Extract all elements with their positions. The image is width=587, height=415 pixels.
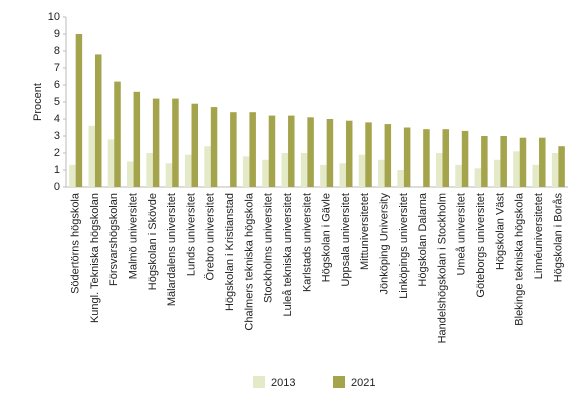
x-tick-label: Göteborgs universitet: [475, 193, 487, 298]
y-tick-label: 3: [54, 130, 60, 142]
y-tick-label: 5: [54, 96, 60, 108]
legend-label: 2013: [271, 377, 295, 389]
bar: [493, 159, 501, 187]
bar: [165, 163, 173, 187]
bar: [436, 153, 443, 187]
bar: [442, 129, 449, 187]
bar: [455, 164, 462, 187]
bar: [94, 54, 102, 188]
y-tick-label: 10: [48, 11, 60, 23]
bar: [249, 112, 256, 187]
bar: [423, 129, 430, 187]
bar: [210, 107, 218, 187]
x-tick-label: Högskolan Dalarna: [417, 192, 429, 286]
x-tick-label: Högskolan i Kristianstad: [224, 193, 236, 311]
x-tick-label: Luleå tekniska universitet: [282, 193, 294, 317]
bar: [500, 136, 507, 187]
bar: [345, 120, 353, 187]
x-tick-label: Södertörns högskola: [70, 192, 82, 294]
bar: [288, 115, 295, 187]
bar: [558, 146, 565, 187]
x-tick-label: Jönköping University: [378, 193, 390, 295]
y-tick-label: 1: [54, 164, 60, 176]
x-tick-label: Umeå universitet: [456, 193, 468, 276]
y-tick-label: 9: [54, 28, 60, 40]
x-tick-label: Högskolan i Borås: [552, 193, 564, 283]
x-tick-label: Stockholms universitet: [263, 193, 275, 303]
bar: [114, 81, 121, 187]
y-axis-label: Procent: [32, 83, 44, 121]
bar: [532, 164, 540, 187]
x-tick-label: Högskolan i Gävle: [321, 193, 333, 282]
bar: [88, 125, 95, 187]
x-tick-label: Mälardalens universitet: [166, 193, 178, 306]
bar: [539, 137, 546, 187]
x-tick-label: Lunds universitet: [185, 193, 197, 276]
x-tick-label: Chalmers tekniska högskola: [243, 192, 255, 330]
legend-swatch: [253, 376, 265, 388]
bar: [281, 153, 289, 187]
bar: [69, 164, 76, 187]
bar: [204, 146, 211, 187]
bar: [481, 136, 488, 187]
x-tick-label: Kungl. Tekniska högskolan: [89, 193, 101, 323]
bar: [320, 164, 327, 187]
bar: [365, 122, 372, 187]
bar: [191, 103, 198, 187]
x-tick-label: Försvarshögskolan: [108, 193, 120, 286]
bar: [185, 154, 192, 187]
y-tick-label: 0: [54, 181, 60, 193]
bar: [384, 124, 392, 187]
bar: [519, 137, 527, 187]
bar: [107, 139, 115, 187]
y-tick-label: 4: [54, 113, 60, 125]
x-tick-label: Malmö universitet: [127, 193, 139, 279]
bar: [307, 117, 314, 187]
bar: [513, 151, 520, 187]
bar: [242, 156, 250, 187]
x-tick-label: Linköpings universitet: [398, 193, 410, 299]
bar: [474, 168, 482, 187]
bar: [397, 170, 404, 187]
bar: [262, 159, 269, 187]
bar: [358, 154, 366, 187]
bar: [268, 115, 276, 187]
bar: [378, 159, 385, 187]
bar: [461, 130, 469, 187]
bar: [152, 98, 160, 187]
x-tick-label: Linnéuniversitetet: [533, 193, 545, 279]
bar: [230, 112, 237, 187]
x-tick-label: Karlstads universitet: [301, 193, 313, 292]
bar: [300, 153, 308, 187]
y-tick-label: 7: [54, 62, 60, 74]
bar: [403, 127, 411, 187]
x-tick-label: Högskolan i Skövde: [147, 193, 159, 290]
x-tick-label: Blekinge tekniska högskola: [514, 192, 526, 326]
y-tick-label: 8: [54, 45, 60, 57]
y-tick-label: 6: [54, 79, 60, 91]
bar: [127, 161, 134, 187]
x-tick-label: Högskolan Väst: [494, 193, 506, 270]
bar: [339, 163, 346, 187]
y-tick-label: 2: [54, 147, 60, 159]
bar: [133, 91, 141, 187]
x-tick-label: Örebro universitet: [205, 193, 217, 280]
bar: [172, 98, 179, 187]
bar: [326, 119, 334, 187]
legend-swatch: [333, 376, 345, 388]
bar: [551, 153, 559, 187]
bar: [146, 153, 153, 187]
legend-label: 2021: [351, 377, 375, 389]
x-tick-label: Handelshögskolan i Stockholm: [436, 193, 448, 343]
x-tick-label: Uppsala universitet: [340, 193, 352, 287]
bar: [75, 34, 83, 187]
x-tick-label: Mittuniversitetet: [359, 193, 371, 270]
